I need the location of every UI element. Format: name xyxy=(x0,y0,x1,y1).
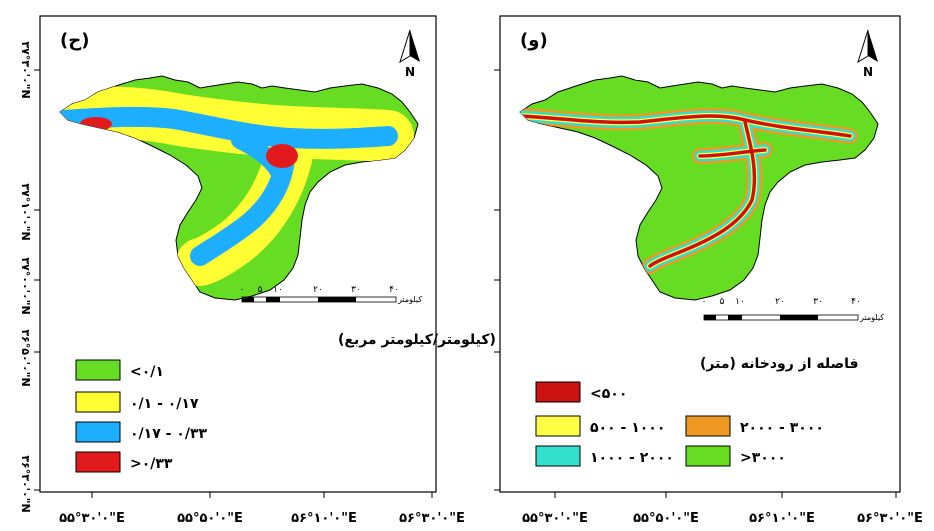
legend-label-500-1000: ۵۰۰ - ۱۰۰۰ xyxy=(590,420,665,436)
lat-label-2: ۳۷°۱۰'۰"N xyxy=(19,183,32,240)
legend-label-1000-2000: ۱۰۰۰ - ۲۰۰۰ xyxy=(590,450,674,466)
lon-label-1: ۵۵°۳۰'۰"E xyxy=(59,511,125,526)
lat-label-5: ۳۶°۳۰'۰"N xyxy=(19,455,32,512)
left-scale-unit: کیلومتر xyxy=(397,295,422,304)
left-north-arrow-icon: N xyxy=(399,29,420,79)
right-scale-unit: کیلومتر xyxy=(859,313,884,322)
left-scale-tick-20: ۲۰ xyxy=(313,285,323,295)
river-distance-basin-map xyxy=(519,75,879,301)
right-scale-bar: ۰ ۵ ۱۰ ۲۰ ۳۰ ۴۰ کیلومتر xyxy=(702,297,885,322)
lon-label-3: ۵۶°۱۰'۰"E xyxy=(291,511,357,526)
legend-swatch-gt-3000 xyxy=(685,445,731,467)
legend-label-gt-0-33: >۰/۳۳ xyxy=(130,456,173,472)
left-scale-bar: ۰ ۵ ۱۰ ۲۰ ۳۰ ۴۰ کیلومتر xyxy=(240,285,423,304)
left-graticule-ticks xyxy=(34,69,433,498)
right-north-arrow-icon: N xyxy=(857,29,878,79)
right-legend: فاصله از رودخانه (متر) <۵۰۰ ۵۰۰ - ۱۰۰۰ ۲… xyxy=(535,356,859,467)
left-scale-tick-40: ۴۰ xyxy=(389,285,399,295)
left-map-panel: ۳۷°۳۰'۰"N ۳۷°۱۰'۰"N ۳۷°۰۰'۰"N ۳۶°۵۰'۰"N … xyxy=(19,15,598,526)
legend-swatch-2000-3000 xyxy=(685,415,731,437)
right-longitude-labels: ۵۵°۳۰'۰"E ۵۵°۵۰'۰"E ۵۶°۱۰'۰"E ۵۶°۳۰'۰"E xyxy=(522,511,923,526)
drainage-density-basin-map xyxy=(59,75,419,301)
right-scale-tick-5: ۵ xyxy=(720,297,725,307)
left-longitude-labels: ۵۵°۳۰'۰"E ۵۵°۵۰'۰"E ۵۶°۱۰'۰"E ۵۶°۳۰'۰"E xyxy=(59,511,465,526)
legend-label-0-17-0-33: ۰/۱۷ - ۰/۳۳ xyxy=(130,426,208,442)
right-scale-tick-0: ۰ xyxy=(702,297,707,307)
right-lon-label-1: ۵۵°۳۰'۰"E xyxy=(522,511,588,526)
right-scale-tick-20: ۲۰ xyxy=(775,297,785,307)
legend-label-0-1-0-17: ۰/۱ - ۰/۱۷ xyxy=(130,396,199,412)
legend-swatch-lt-0-1 xyxy=(75,359,121,381)
legend-label-lt-500: <۵۰۰ xyxy=(590,386,627,402)
left-scale-tick-0: ۰ xyxy=(240,285,245,295)
legend-swatch-0-17-0-33 xyxy=(75,421,121,443)
right-scale-tick-30: ۳۰ xyxy=(813,297,823,307)
lat-label-3: ۳۷°۰۰'۰"N xyxy=(19,257,32,314)
left-scale-tick-30: ۳۰ xyxy=(351,285,361,295)
legend-label-2000-3000: ۲۰۰۰ - ۳۰۰۰ xyxy=(740,420,824,436)
lat-label-1: ۳۷°۳۰'۰"N xyxy=(19,41,32,98)
legend-label-gt-3000: >۳۰۰۰ xyxy=(740,450,786,466)
left-latitude-labels: ۳۷°۳۰'۰"N ۳۷°۱۰'۰"N ۳۷°۰۰'۰"N ۳۶°۵۰'۰"N … xyxy=(19,41,32,512)
right-lon-label-2: ۵۵°۵۰'۰"E xyxy=(633,511,699,526)
legend-swatch-1000-2000 xyxy=(535,445,581,467)
legend-label-lt-0-1: <۰/۱ xyxy=(130,364,164,380)
left-north-label: N xyxy=(405,65,415,79)
lon-label-4: ۵۶°۳۰'۰"E xyxy=(399,511,465,526)
right-legend-title: فاصله از رودخانه (متر) xyxy=(700,356,859,372)
right-map-panel: ۵۵°۳۰'۰"E ۵۵°۵۰'۰"E ۵۶°۱۰'۰"E ۵۶°۳۰'۰"E … xyxy=(494,15,923,526)
right-graticule-ticks xyxy=(494,69,897,498)
right-scale-tick-40: ۴۰ xyxy=(851,297,861,307)
left-scale-tick-5: ۵ xyxy=(258,285,263,295)
right-panel-label: (و) xyxy=(520,30,548,51)
legend-swatch-gt-0-33 xyxy=(75,451,121,473)
lat-label-4: ۳۶°۵۰'۰"N xyxy=(19,329,32,386)
lon-label-2: ۵۵°۵۰'۰"E xyxy=(177,511,243,526)
left-scale-tick-10: ۱۰ xyxy=(273,285,283,295)
left-panel-label: (ح) xyxy=(60,30,89,51)
right-lon-label-3: ۵۶°۱۰'۰"E xyxy=(749,511,815,526)
legend-swatch-500-1000 xyxy=(535,415,581,437)
legend-swatch-0-1-0-17 xyxy=(75,391,121,413)
right-north-label: N xyxy=(863,65,873,79)
legend-swatch-lt-500 xyxy=(535,381,581,403)
right-scale-tick-10: ۱۰ xyxy=(735,297,745,307)
right-lon-label-4: ۵۶°۳۰'۰"E xyxy=(857,511,923,526)
